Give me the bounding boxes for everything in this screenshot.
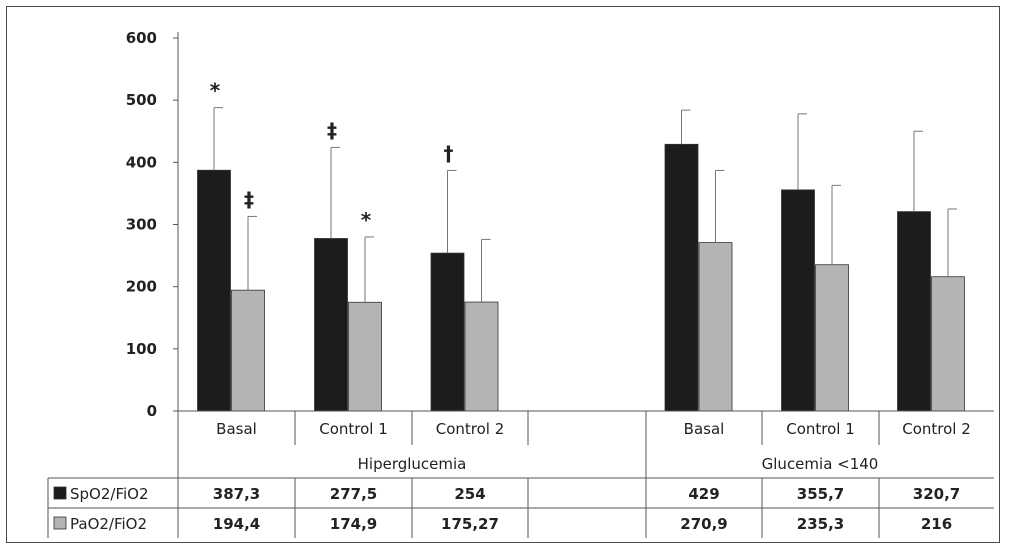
data-label: 216 [921, 515, 952, 533]
chart-frame [6, 6, 1000, 543]
y-tick-label: 300 [126, 216, 157, 234]
y-tick-label: 0 [147, 402, 157, 420]
data-label: 175,27 [441, 515, 499, 533]
legend-swatch [53, 516, 67, 530]
y-tick-label: 400 [126, 153, 157, 171]
bar-pao2-fio2 [464, 301, 499, 412]
category-label: Control 1 [319, 420, 388, 438]
bar-pao2-fio2 [815, 264, 849, 412]
data-label: 174,9 [330, 515, 377, 533]
significance-marker: * [210, 79, 221, 103]
bar-pao2-fio2 [931, 276, 965, 412]
data-label: 270,9 [680, 515, 727, 533]
category-label: Control 1 [786, 420, 855, 438]
legend-swatch [53, 486, 67, 500]
bar-spo2-fio2 [897, 211, 931, 412]
data-label: 235,3 [797, 515, 844, 533]
legend-label: PaO2/FiO2 [70, 515, 147, 533]
bar-pao2-fio2 [231, 289, 265, 412]
data-label: 355,7 [797, 485, 844, 503]
significance-marker: ‡ [244, 187, 254, 211]
error-bars [213, 107, 957, 303]
group-label: Hiperglucemia [358, 455, 467, 473]
bar-spo2-fio2 [430, 252, 465, 412]
group-label: Glucemia <140 [762, 455, 879, 473]
data-label: 387,3 [213, 485, 260, 503]
y-tick-label: 100 [126, 340, 157, 358]
bar-spo2-fio2 [197, 169, 231, 412]
significance-marker: * [361, 208, 372, 232]
data-label: 277,5 [330, 485, 377, 503]
bar-spo2-fio2 [314, 238, 348, 412]
data-label: 320,7 [913, 485, 960, 503]
legend-label: SpO2/FiO2 [70, 485, 149, 503]
data-label: 429 [688, 485, 719, 503]
y-tick-label: 200 [126, 278, 157, 296]
category-label: Basal [684, 420, 725, 438]
y-tick-label: 600 [126, 29, 157, 47]
significance-marker: ‡ [327, 118, 337, 142]
data-label: 254 [454, 485, 485, 503]
significance-markers: * ‡ ‡ * † [210, 79, 454, 232]
y-axis: 0 100 200 300 400 500 600 [126, 29, 179, 420]
bar-spo2-fio2 [781, 189, 815, 412]
bars [197, 143, 965, 412]
category-label: Basal [216, 420, 257, 438]
bar-spo2-fio2 [664, 143, 699, 412]
category-label: Control 2 [902, 420, 971, 438]
significance-marker: † [444, 141, 454, 165]
bar-pao2-fio2 [348, 301, 382, 412]
y-tick-label: 500 [126, 91, 157, 109]
category-label: Control 2 [436, 420, 505, 438]
data-label: 194,4 [213, 515, 260, 533]
bar-pao2-fio2 [698, 242, 733, 412]
data-table: Basal Control 1 Control 2 Basal Control 1 Con… [47, 410, 994, 538]
